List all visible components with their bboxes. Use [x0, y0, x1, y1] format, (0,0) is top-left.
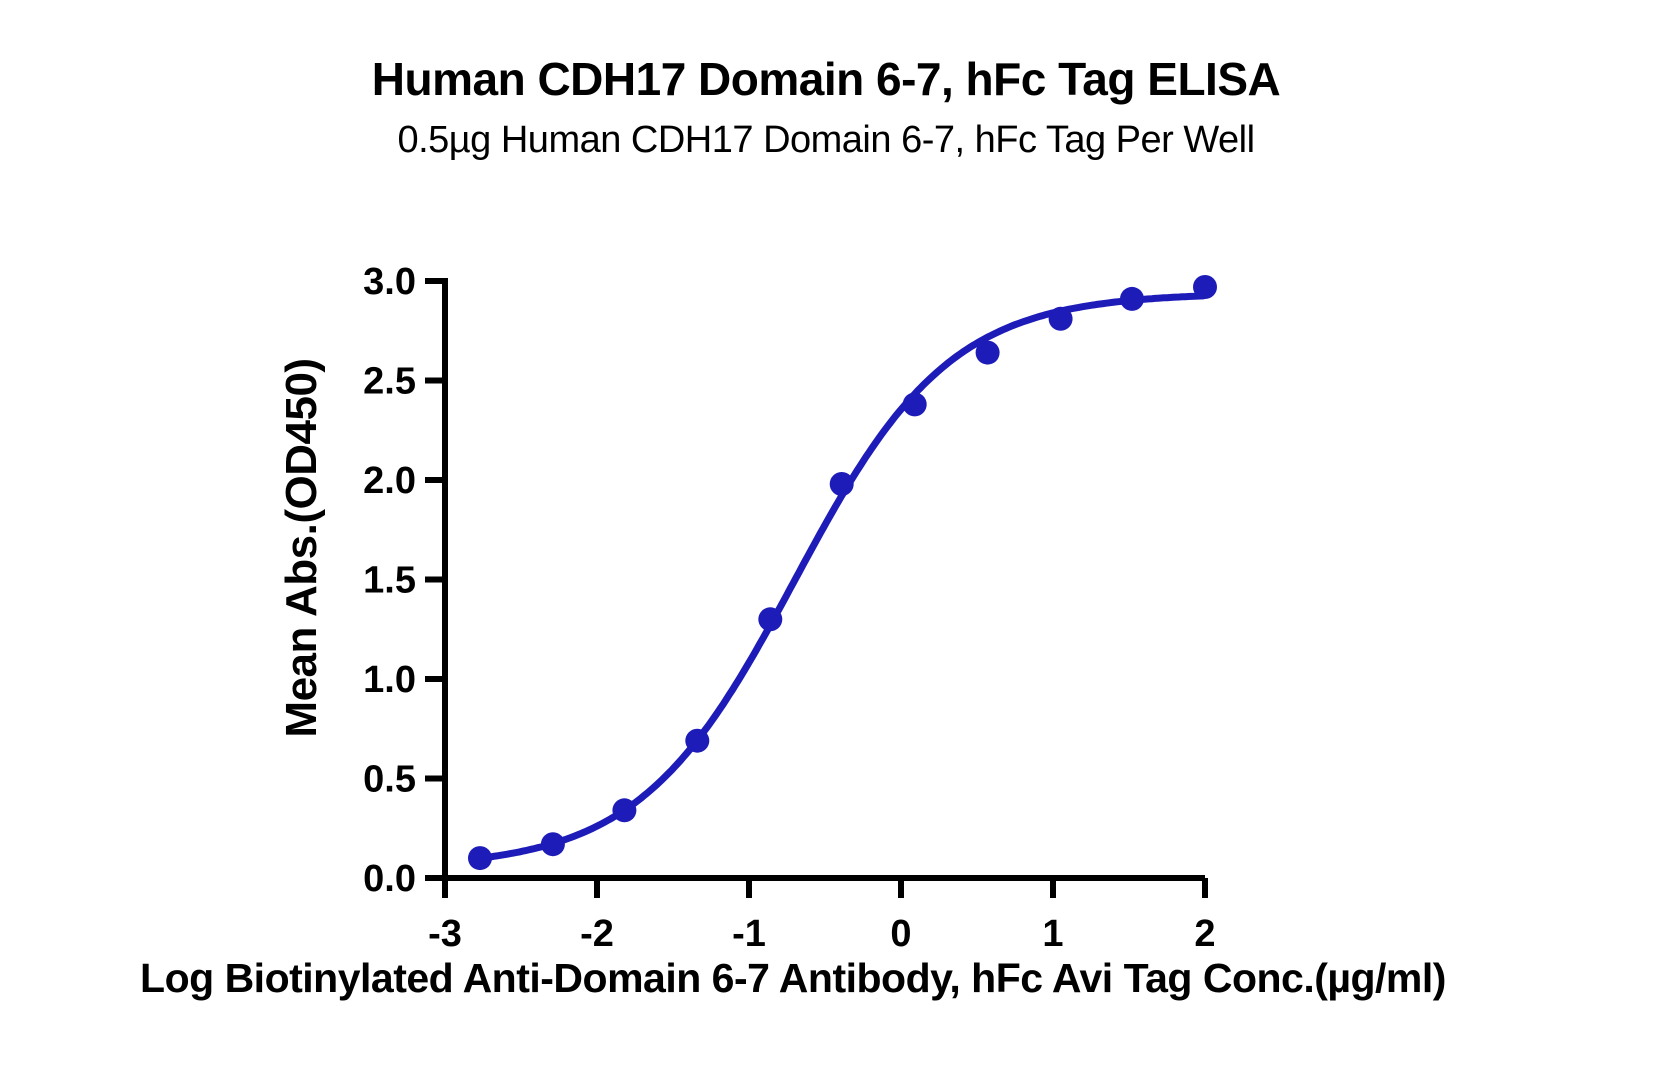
data-point: [758, 607, 783, 632]
x-tick-label: -2: [580, 913, 614, 955]
data-point: [1120, 286, 1144, 311]
y-tick-label: 3.0: [363, 261, 416, 303]
data-points: [468, 275, 1217, 871]
x-tick-label: 0: [890, 913, 911, 955]
data-point: [540, 832, 565, 857]
data-point: [468, 846, 492, 871]
y-tick-label: 2.0: [363, 460, 416, 502]
x-tick-label: 2: [1194, 913, 1215, 955]
x-tick-label: 1: [1042, 913, 1063, 955]
data-point: [1193, 275, 1217, 299]
y-axis-ticks: 0.0 0.5 1.0 1.5 2.0 2.5 3.0: [363, 261, 445, 900]
x-tick-label: -3: [428, 913, 462, 955]
chart-subtitle: 0.5µg Human CDH17 Domain 6-7, hFc Tag Pe…: [397, 119, 1254, 161]
y-tick-label: 1.5: [363, 560, 416, 602]
data-point: [612, 798, 637, 823]
data-point: [902, 392, 927, 417]
data-point: [1048, 306, 1073, 331]
y-tick-label: 2.5: [363, 361, 416, 403]
y-tick-label: 0.0: [363, 858, 416, 900]
x-axis-label: Log Biotinylated Anti-Domain 6-7 Antibod…: [140, 955, 1446, 1001]
data-point: [685, 728, 710, 753]
y-tick-label: 0.5: [363, 759, 416, 801]
x-tick-label: -1: [732, 913, 766, 955]
y-axis-label: Mean Abs.(OD450): [277, 358, 326, 737]
data-point: [975, 340, 1000, 365]
x-axis-ticks: -3 -2 -1 0 1 2: [428, 878, 1216, 955]
y-tick-label: 1.0: [363, 659, 416, 701]
chart-title: Human CDH17 Domain 6-7, hFc Tag ELISA: [372, 53, 1280, 105]
fit-curve: [476, 292, 1207, 862]
axes: [442, 278, 1205, 881]
data-point: [829, 472, 854, 496]
